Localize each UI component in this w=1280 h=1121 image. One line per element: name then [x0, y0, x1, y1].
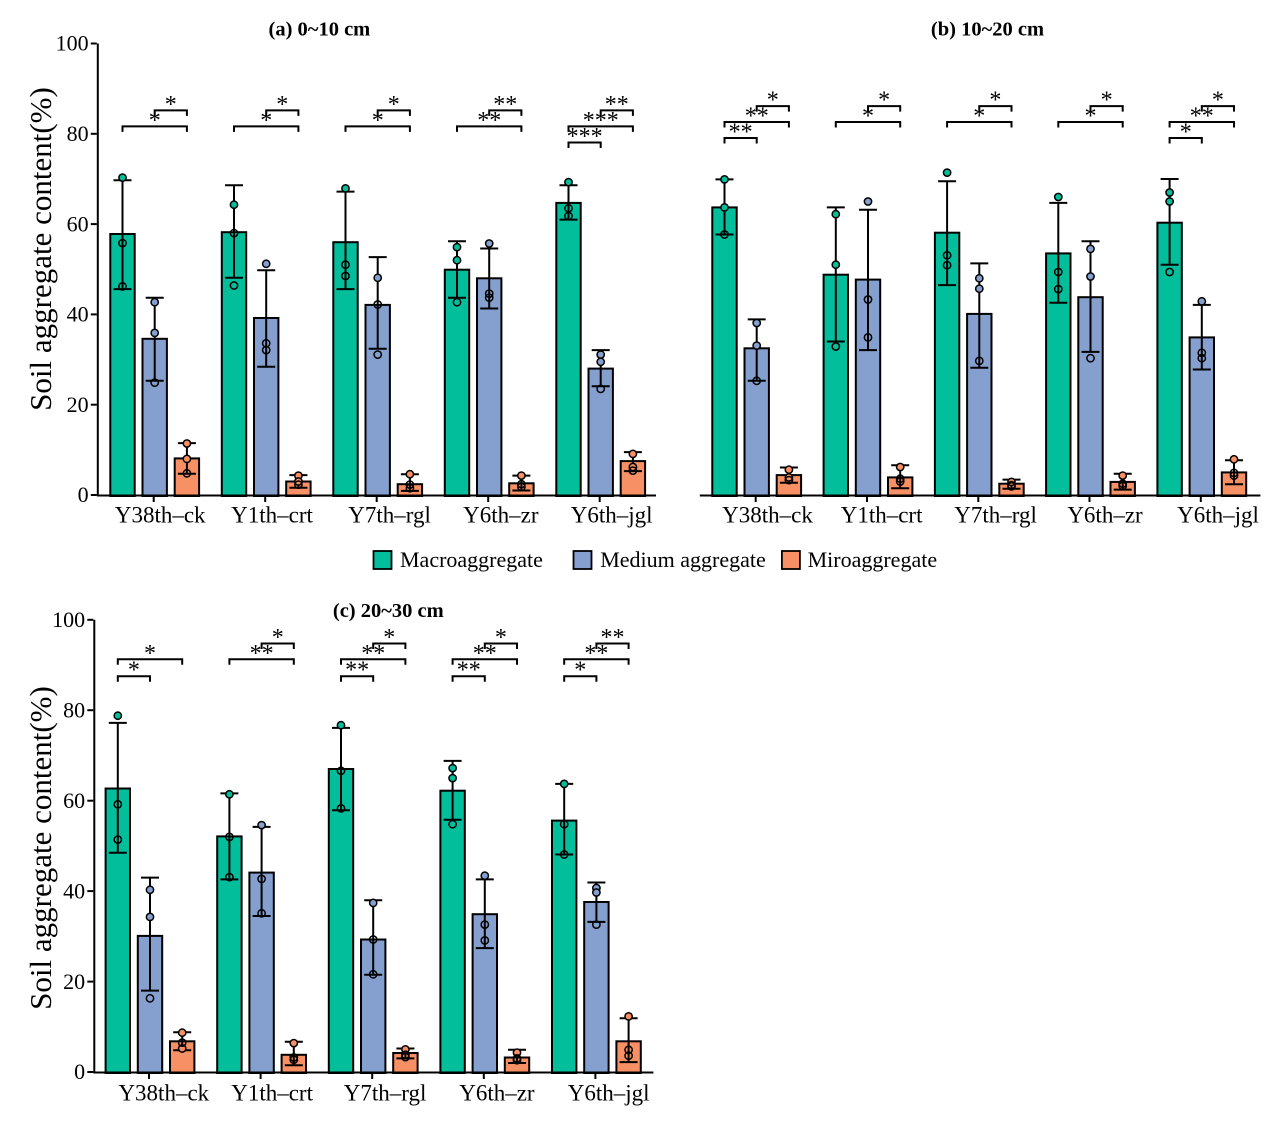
svg-text:Y7th–rgl: Y7th–rgl — [348, 503, 431, 528]
svg-text:60: 60 — [63, 788, 85, 813]
svg-text:80: 80 — [63, 697, 85, 722]
svg-text:**: ** — [493, 92, 517, 118]
svg-text:20: 20 — [63, 969, 85, 994]
svg-text:*: * — [149, 108, 161, 134]
svg-text:Y1th–crt: Y1th–crt — [231, 503, 313, 528]
svg-text:100: 100 — [52, 607, 85, 632]
svg-text:*: * — [495, 625, 507, 651]
svg-text:*: * — [1085, 104, 1097, 130]
svg-text:0: 0 — [74, 1059, 85, 1084]
svg-text:Y6th–jgl: Y6th–jgl — [1177, 503, 1259, 528]
svg-text:**: ** — [584, 641, 608, 667]
svg-text:*: * — [383, 625, 395, 651]
svg-text:***: *** — [567, 124, 603, 150]
svg-text:Y7th–rgl: Y7th–rgl — [954, 503, 1037, 528]
svg-text:*: * — [260, 108, 272, 134]
svg-text:Y6th–zr: Y6th–zr — [1067, 503, 1143, 528]
svg-text:100: 100 — [56, 31, 89, 56]
svg-text:(b) 10~20 cm: (b) 10~20 cm — [931, 19, 1044, 41]
svg-text:*: * — [128, 658, 140, 684]
svg-text:*: * — [973, 104, 985, 130]
svg-text:Y7th–rgl: Y7th–rgl — [344, 1080, 427, 1105]
svg-text:*: * — [862, 104, 874, 130]
svg-text:*: * — [276, 92, 288, 118]
svg-text:*: * — [1212, 88, 1224, 114]
svg-text:**: ** — [250, 641, 274, 667]
svg-text:40: 40 — [63, 878, 85, 903]
svg-text:Y6th–jgl: Y6th–jgl — [568, 1080, 650, 1105]
svg-text:**: ** — [605, 92, 629, 118]
svg-text:Y1th–crt: Y1th–crt — [231, 1080, 313, 1105]
svg-text:Y6th–zr: Y6th–zr — [459, 1080, 535, 1105]
svg-text:0: 0 — [78, 482, 89, 507]
svg-text:60: 60 — [67, 211, 89, 236]
svg-text:**: ** — [457, 658, 481, 684]
svg-text:*: * — [1180, 120, 1192, 146]
svg-text:*: * — [165, 92, 177, 118]
svg-text:*: * — [1101, 88, 1113, 114]
svg-text:Y38th–ck: Y38th–ck — [722, 503, 813, 528]
svg-text:*: * — [388, 92, 400, 118]
svg-text:**: ** — [473, 641, 497, 667]
svg-text:Y1th–crt: Y1th–crt — [841, 503, 923, 528]
svg-text:80: 80 — [67, 121, 89, 146]
svg-text:Miroaggregate: Miroaggregate — [808, 547, 938, 572]
svg-text:Soil aggregate content(%): Soil aggregate content(%) — [23, 87, 58, 411]
svg-text:Macroaggregate: Macroaggregate — [400, 547, 543, 572]
svg-text:*: * — [272, 625, 284, 651]
svg-text:**: ** — [361, 641, 385, 667]
svg-text:*: * — [767, 88, 779, 114]
svg-text:Y38th–ck: Y38th–ck — [115, 503, 206, 528]
svg-text:Y6th–jgl: Y6th–jgl — [571, 503, 653, 528]
svg-text:**: ** — [345, 658, 369, 684]
svg-text:40: 40 — [67, 302, 89, 327]
svg-text:(a) 0~10 cm: (a) 0~10 cm — [269, 19, 371, 41]
svg-text:*: * — [878, 88, 890, 114]
svg-text:*: * — [372, 108, 384, 134]
svg-text:**: ** — [601, 625, 625, 651]
svg-text:Medium aggregate: Medium aggregate — [600, 547, 766, 572]
svg-text:*: * — [144, 641, 156, 667]
svg-text:Y38th–ck: Y38th–ck — [118, 1080, 209, 1105]
svg-text:20: 20 — [67, 392, 89, 417]
svg-text:Soil aggregate content(%): Soil aggregate content(%) — [23, 686, 58, 1010]
svg-text:Y6th–zr: Y6th–zr — [463, 503, 539, 528]
svg-text:*: * — [574, 658, 586, 684]
svg-text:(c) 20~30 cm: (c) 20~30 cm — [333, 600, 444, 622]
svg-text:**: ** — [729, 120, 753, 146]
svg-text:*: * — [989, 88, 1001, 114]
